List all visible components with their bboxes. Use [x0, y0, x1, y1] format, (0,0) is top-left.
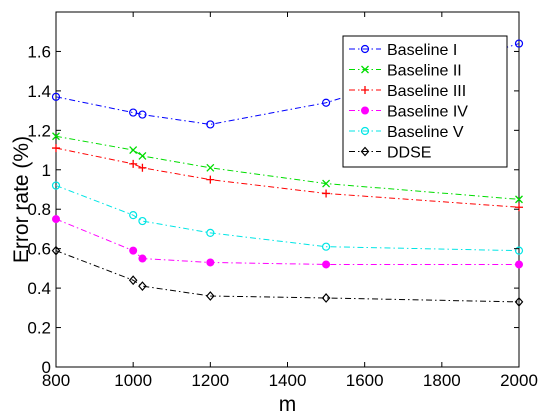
series-3: [52, 144, 523, 212]
data-point: [206, 228, 215, 237]
legend-item: Baseline II: [349, 63, 462, 80]
data-point: [206, 291, 215, 301]
data-point: [52, 132, 60, 141]
legend-marker: [360, 44, 370, 54]
data-point: [321, 242, 331, 251]
data-point: [322, 179, 331, 188]
x-axis-label: m: [279, 393, 297, 416]
data-point: [52, 215, 60, 224]
y-tick-label: 1.4: [27, 82, 51, 101]
data-point: [129, 108, 138, 117]
series-6: [51, 245, 524, 307]
data-point: [129, 211, 138, 220]
series-line: [55, 135, 520, 200]
series-line: [55, 147, 520, 208]
series-1: [51, 39, 524, 129]
y-tick-label: 0.8: [27, 200, 51, 219]
data-point: [515, 260, 523, 269]
y-tick-label: 0.4: [27, 279, 51, 298]
y-tick-label: 0.6: [27, 240, 51, 259]
series-line: [55, 185, 520, 252]
legend-item: Baseline I: [349, 42, 457, 59]
series-2: [52, 132, 523, 204]
data-point: [138, 216, 147, 226]
legend-marker: [361, 106, 369, 115]
y-tick-label: 1.6: [27, 42, 51, 61]
series-4: [52, 215, 523, 269]
legend-label: Baseline V: [387, 124, 464, 141]
legend-item: DDSE: [349, 145, 431, 162]
data-point: [514, 246, 524, 255]
x-tick-label: 1800: [423, 371, 461, 390]
data-point: [138, 254, 147, 263]
x-tick-label: 1000: [114, 371, 152, 390]
data-point: [206, 120, 215, 129]
series-line: [55, 218, 519, 265]
axes-layer: 800 1000 1200 1400 1600 1800 2000 0 0.2 0.4 0.6 0.8…: [27, 12, 538, 390]
legend-marker: [361, 86, 369, 94]
legend-item: Baseline IV: [349, 104, 468, 121]
data-point: [51, 181, 61, 190]
legend-item: Baseline V: [349, 124, 464, 141]
legend-label: DDSE: [387, 145, 431, 162]
legend-marker: [360, 146, 370, 157]
x-tick-label: 1600: [346, 371, 384, 390]
series-5: [51, 181, 524, 255]
legend-marker: [360, 126, 370, 136]
data-point: [206, 175, 215, 184]
legend-box: [342, 35, 508, 168]
series-line: [55, 250, 520, 303]
data-point: [51, 245, 61, 256]
data-point: [515, 195, 523, 204]
data-point: [52, 144, 60, 153]
data-point: [321, 98, 331, 107]
legend-label: Baseline I: [387, 42, 457, 59]
data-point: [138, 152, 147, 160]
data-point: [128, 275, 138, 286]
y-axis-label: Error rate (%): [10, 136, 33, 263]
y-tick-label: 1.2: [27, 121, 51, 140]
data-point: [206, 258, 215, 267]
y-tick-label: 0.2: [27, 319, 51, 338]
data-point: [321, 293, 331, 303]
legend-marker: [361, 65, 369, 74]
legend: Baseline I Baseline II Baseline III Baselin…: [342, 35, 508, 168]
x-tick-label: 1400: [269, 371, 307, 390]
data-point: [129, 246, 138, 255]
x-tick-label: 2000: [500, 371, 538, 390]
legend-item: Baseline III: [349, 83, 466, 100]
data-point: [51, 92, 61, 101]
data-point: [514, 39, 524, 48]
data-point: [138, 281, 147, 292]
data-point: [138, 110, 147, 119]
legend-label: Baseline IV: [387, 104, 468, 121]
data-point: [129, 146, 138, 155]
legend-label: Baseline III: [387, 83, 466, 100]
data-point: [515, 203, 523, 212]
data-point: [138, 163, 147, 172]
data-point: [322, 260, 331, 269]
data-point: [206, 163, 215, 172]
legend-label: Baseline II: [387, 63, 462, 80]
series-line: [55, 43, 520, 125]
data-point: [514, 297, 524, 307]
x-tick-label: 1200: [191, 371, 229, 390]
data-point: [322, 189, 331, 198]
data-point: [129, 159, 138, 168]
y-tick-label: 1: [42, 161, 51, 180]
x-tick-label: 800: [42, 371, 70, 390]
series-layer: [51, 39, 524, 307]
y-tick-label: 0: [42, 358, 51, 377]
